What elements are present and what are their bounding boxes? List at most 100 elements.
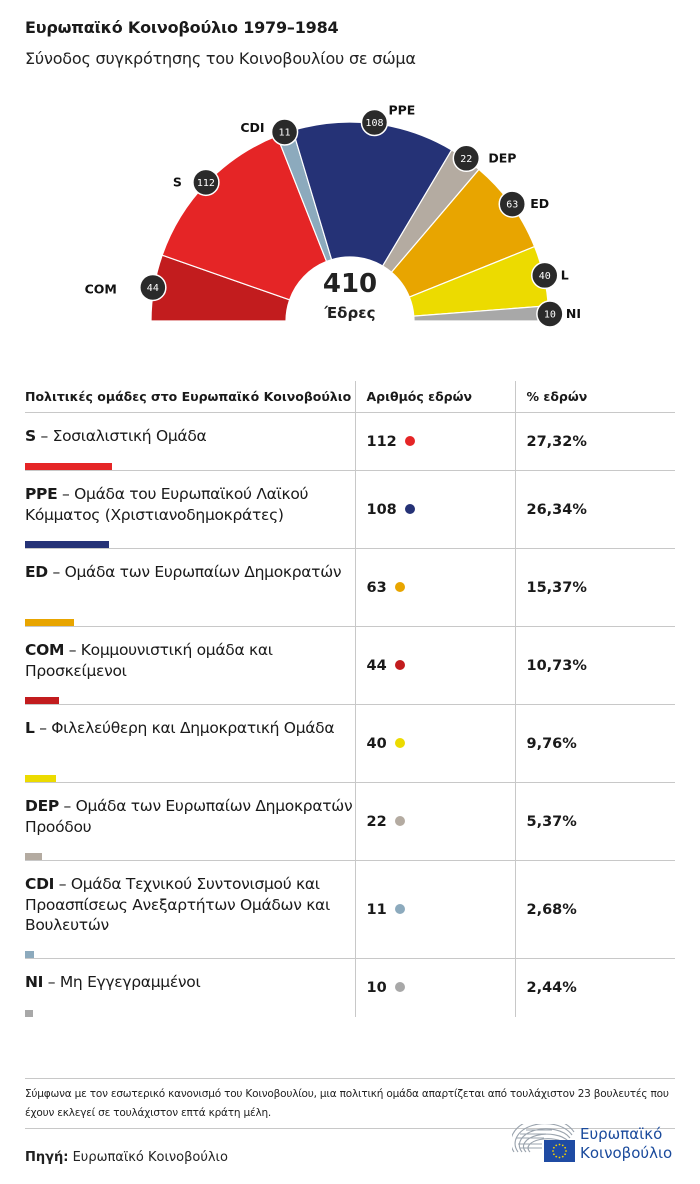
seat-bubble-value: 112 [197, 178, 215, 189]
group-desc: – Ομάδα των Ευρωπαίων Δημοκρατών Προόδου [25, 797, 353, 836]
source-value: Ευρωπαϊκό Κοινοβούλιο [68, 1150, 228, 1165]
seat-bubble-ppe [360, 108, 389, 137]
group-name-cell: NI – Μη Εγγεγραμμένοι [25, 959, 355, 1017]
percent-cell: 15,37% [514, 548, 675, 627]
table-row: ED – Ομάδα των Ευρωπαίων Δημοκρατών 63 15,… [25, 548, 675, 627]
table-row: L – Φιλελεύθερη και Δημοκρατική Ομάδα 40 9… [25, 704, 675, 783]
seats-cell: 44 [354, 626, 515, 705]
group-name-cell: CDI – Ομάδα Τεχνικού Συντονισμού και Προ… [25, 860, 355, 959]
segment-s [161, 135, 328, 301]
source-label: Πηγή: [25, 1150, 69, 1165]
group-desc: – Ομάδα των Ευρωπαίων Δημοκρατών [47, 563, 342, 581]
total-seats: 410 [323, 269, 377, 299]
percent-cell: 10,73% [514, 626, 675, 705]
seat-bubble-value: 44 [147, 283, 159, 294]
percent-cell: 9,76% [514, 704, 675, 783]
ep-logo-line2: Κοινοβούλιο [580, 1144, 673, 1162]
ep-logo-line1: Ευρωπαϊκό [580, 1125, 663, 1143]
group-color-bar [25, 951, 34, 958]
eu-star-icon [552, 1146, 555, 1149]
eu-star-icon [552, 1150, 554, 1152]
group-color-bar [25, 619, 74, 626]
seat-bubble-value: 40 [539, 271, 551, 282]
percent-cell: 5,37% [514, 782, 675, 861]
percent-cell: 2,44% [514, 958, 675, 1017]
group-color-bar [25, 853, 43, 860]
eu-star-icon [558, 1143, 561, 1146]
chart-subtitle: Σύνοδος συγκρότησης του Κοινοβουλίου σε … [25, 49, 416, 68]
hemicycle-chart: 44 COM 112 S 11 CDI 108 PPE 22 DEP 63 ED 40 L 10 NI 410… [85, 103, 581, 340]
group-desc: – Σοσιαλιστική Ομάδα [35, 427, 207, 445]
seat-bubble-value: 22 [460, 154, 472, 165]
group-color-bar [25, 697, 60, 704]
seat-percent: 15,37% [526, 579, 587, 596]
group-color-bar [25, 463, 113, 470]
seat-count: 108 [366, 501, 397, 518]
seats-cell: 112 [354, 412, 515, 471]
seat-bubble-cdi [270, 118, 299, 146]
table-row: PPE – Ομάδα του Ευρωπαϊκού Λαϊκού Κόμματ… [25, 470, 675, 549]
seat-count: 63 [366, 579, 387, 596]
seat-percent: 10,73% [526, 657, 587, 674]
party-label-ni: NI [566, 306, 581, 321]
group-abbr: NI [25, 973, 44, 991]
party-label-ppe: PPE [388, 103, 415, 118]
eu-star-icon [564, 1146, 567, 1149]
party-label-s: S [173, 174, 182, 189]
table-row: COM – Κομμουνιστική ομάδα και Προσκείμεν… [25, 626, 675, 705]
header-groups: Πολιτικές ομάδες στο Ευρωπαϊκό Κοινοβούλ… [25, 381, 355, 413]
seat-percent: 2,68% [526, 901, 577, 918]
group-color-dot [404, 503, 415, 514]
group-color-dot [394, 981, 405, 992]
seat-count: 10 [366, 979, 387, 996]
groups-table: Πολιτικές ομάδες στο Ευρωπαϊκό Κοινοβούλ… [25, 381, 675, 1017]
seat-count: 11 [366, 901, 387, 918]
table-header-row: Πολιτικές ομάδες στο Ευρωπαϊκό Κοινοβούλ… [25, 381, 675, 413]
seat-bubble-dep [452, 144, 481, 173]
seat-bubble-com [139, 273, 167, 302]
eu-star-icon [552, 1153, 555, 1156]
percent-cell: 26,34% [514, 470, 675, 549]
ep-logo: Ευρωπαϊκό Κοινοβούλιο [510, 1117, 677, 1166]
group-color-dot [394, 903, 405, 914]
hemicycle-baseline-mask [140, 321, 560, 340]
seat-bubbles: 44 COM 112 S 11 CDI 108 PPE 22 DEP 63 ED 40 L 10 NI [85, 103, 581, 328]
group-abbr: ED [25, 563, 48, 581]
eu-star-icon [555, 1144, 558, 1147]
table-row: CDI – Ομάδα Τεχνικού Συντονισμού και Προ… [25, 860, 675, 959]
seat-percent: 9,76% [526, 735, 577, 752]
seat-bubble-ni [536, 300, 564, 328]
group-name-cell: COM – Κομμουνιστική ομάδα και Προσκείμεν… [25, 626, 355, 705]
european-parliament-hemicycle-eu-flag-icon [510, 1117, 575, 1162]
group-desc: – Ομάδα Τεχνικού Συντονισμού και Προασπί… [25, 875, 330, 934]
seat-count: 40 [366, 735, 387, 752]
seat-percent: 26,34% [526, 501, 587, 518]
seat-bubble-ed [498, 190, 527, 218]
group-name-cell: DEP – Ομάδα των Ευρωπαίων Δημοκρατών Προ… [25, 782, 355, 861]
group-desc: – Φιλελεύθερη και Δημοκρατική Ομάδα [34, 719, 335, 737]
seat-bubble-value: 63 [506, 200, 518, 211]
group-abbr: S [25, 427, 36, 445]
eu-star-icon [555, 1155, 558, 1158]
total-seats-label: Έδρες [324, 304, 376, 322]
percent-cell: 2,68% [514, 860, 675, 959]
eu-star-icon [561, 1155, 564, 1158]
seats-cell: 11 [354, 860, 515, 959]
seat-percent: 2,44% [526, 979, 577, 996]
group-desc: – Ομάδα του Ευρωπαϊκού Λαϊκού Κόμματος (… [25, 485, 309, 524]
source: Πηγή: Ευρωπαϊκό Κοινοβούλιο [25, 1150, 228, 1165]
seat-bubble-value: 108 [365, 118, 383, 129]
seats-cell: 40 [354, 704, 515, 783]
hemicycle-segments [150, 121, 550, 322]
group-color-dot [394, 581, 405, 592]
group-abbr: PPE [25, 485, 58, 503]
group-name-cell: S – Σοσιαλιστική Ομάδα [25, 412, 355, 471]
hemicycle-center [286, 257, 414, 340]
group-name-cell: L – Φιλελεύθερη και Δημοκρατική Ομάδα [25, 704, 355, 783]
table-row: NI – Μη Εγγεγραμμένοι 10 2,44% [25, 958, 675, 1017]
seats-cell: 63 [354, 548, 515, 627]
seats-cell: 108 [354, 470, 515, 549]
header-seats: Αριθμός εδρών [354, 381, 515, 413]
seat-percent: 5,37% [526, 813, 577, 830]
group-name-cell: ED – Ομάδα των Ευρωπαίων Δημοκρατών [25, 548, 355, 627]
